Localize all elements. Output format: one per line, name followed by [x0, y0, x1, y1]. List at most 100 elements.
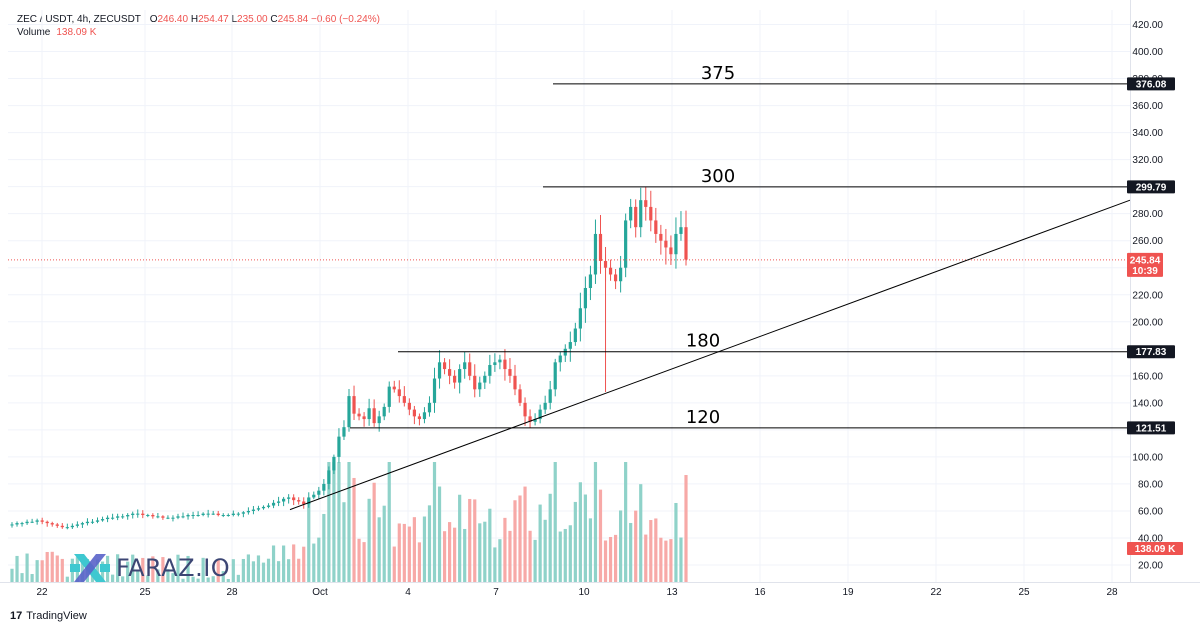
candle-body: [473, 375, 477, 390]
volume-bar: [221, 571, 225, 582]
volume-bar: [382, 505, 386, 582]
volume-bar: [131, 554, 135, 582]
trendline: [289, 199, 1131, 511]
volume-bar: [679, 537, 683, 582]
candle-body: [55, 524, 59, 526]
close-label: C: [270, 14, 278, 25]
time-axis: 22 25 28 Oct 4 7 10 13 16 19 22 25 28: [0, 0, 1200, 598]
candle-body: [553, 362, 557, 390]
candle-body: [498, 359, 502, 363]
volume-bar: [206, 577, 210, 582]
candle-body: [322, 483, 326, 491]
level-label: 180: [686, 331, 720, 352]
volume-bar: [644, 534, 648, 582]
candle-body: [276, 501, 281, 503]
volume-bar: [342, 502, 346, 582]
volume-bar: [583, 494, 588, 582]
volume-bar: [437, 486, 442, 582]
tradingview-footer[interactable]: 17 TradingView: [10, 610, 87, 622]
volume-bar: [548, 493, 552, 582]
volume-bar: [327, 462, 331, 582]
candle-body: [25, 521, 29, 524]
high-label: H: [190, 14, 199, 25]
candle-body: [624, 220, 628, 268]
price-tick-label: 280.00: [1132, 209, 1163, 220]
symbol-label[interactable]: ZEC / USDT, 4h, ZECUSDT: [17, 14, 141, 25]
price-tick-label: 360.00: [1132, 101, 1163, 112]
volume-bar: [166, 569, 170, 582]
volume-bar: [201, 557, 205, 582]
volume-bar: [407, 526, 411, 582]
candle-body: [387, 386, 391, 407]
volume-bar: [161, 557, 165, 582]
candle-body: [362, 416, 366, 420]
volume-bar: [412, 517, 416, 582]
level-price-tag: [1127, 77, 1175, 91]
candle-body: [639, 200, 643, 228]
volume-bar: [211, 576, 215, 582]
volume-label[interactable]: Volume: [17, 27, 51, 38]
volume-bar: [10, 568, 14, 582]
candle-body: [669, 247, 673, 255]
candle-body: [644, 200, 648, 207]
candle-body: [664, 240, 668, 248]
candle-body: [543, 402, 547, 410]
candle-body: [548, 389, 552, 403]
open-label: O: [149, 14, 158, 25]
volume-bar: [458, 494, 462, 582]
candle-body: [297, 500, 301, 502]
volume-bar: [649, 520, 653, 582]
candle-body: [302, 501, 306, 505]
candle-body: [372, 408, 376, 424]
candle-body: [593, 233, 598, 275]
time-tick-label: 28: [1106, 587, 1118, 598]
time-tick-label: 28: [226, 587, 238, 598]
volume-bar: [126, 561, 130, 582]
candle-body: [70, 525, 74, 528]
candle-body: [246, 510, 251, 513]
volume-bar: [60, 558, 64, 582]
candle-body: [649, 206, 653, 221]
candle-body: [463, 362, 467, 370]
volume-bar: [136, 570, 140, 582]
time-tick-label: Oct: [312, 587, 328, 598]
volume-bar: [181, 578, 185, 582]
candle-body: [422, 412, 427, 420]
candle-body: [458, 369, 462, 383]
candle-body: [568, 342, 572, 349]
volume-bar: [639, 484, 643, 582]
level-price-tag: [1127, 180, 1175, 194]
volume-bar: [65, 576, 69, 582]
candle-body: [634, 206, 638, 228]
candle-body: [588, 274, 593, 288]
candle-body: [483, 375, 487, 383]
time-tick-label: 13: [666, 587, 678, 598]
volume-bar: [55, 555, 59, 582]
volume-bar: [276, 561, 281, 582]
candle-body: [578, 308, 582, 329]
level-price-tag: [1127, 421, 1175, 435]
candle-body: [65, 527, 69, 529]
time-tick-label: 4: [405, 587, 411, 598]
volume-bar: [186, 555, 190, 582]
candle-body: [50, 523, 54, 525]
candle-body: [538, 409, 542, 420]
price-tick-label: 200.00: [1132, 317, 1163, 328]
candle-body: [95, 520, 100, 522]
volume-bar: [513, 500, 517, 582]
candle-body: [100, 519, 105, 521]
candle-body: [488, 365, 492, 376]
candle-body: [432, 378, 437, 403]
candle-body: [347, 396, 351, 428]
candle-body: [196, 515, 200, 517]
volume-bar: [110, 574, 115, 582]
candle-body: [271, 502, 276, 506]
candle-body: [427, 402, 432, 413]
volume-bar: [121, 576, 125, 582]
price-tick-label: 40.00: [1138, 533, 1163, 544]
volume-bar: [191, 576, 195, 582]
volume-bar: [669, 539, 673, 582]
faraz-logo-icon: [70, 554, 110, 582]
